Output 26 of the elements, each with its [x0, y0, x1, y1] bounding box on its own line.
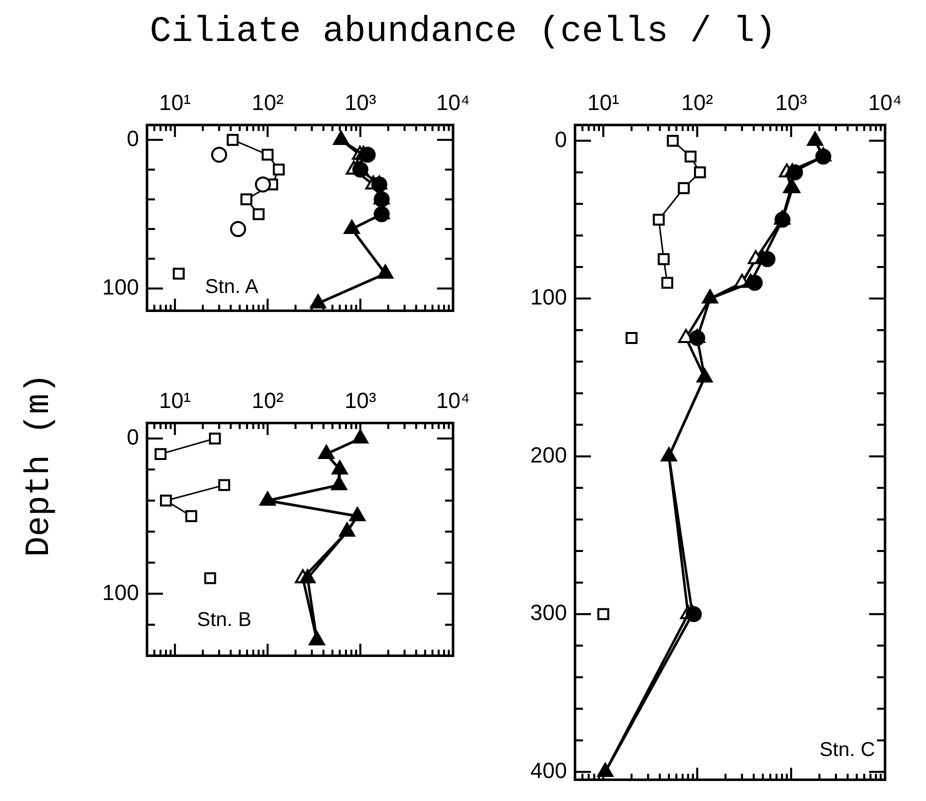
x-tick-label: 10⁴ — [868, 90, 902, 115]
y-tick-label: 400 — [530, 758, 567, 783]
x-tick-label: 10³ — [344, 388, 376, 413]
x-tick-label: 10³ — [344, 90, 376, 115]
x-tick-label: 10¹ — [159, 388, 191, 413]
y-tick-label: 0 — [126, 424, 139, 450]
x-tick-label: 10² — [252, 388, 284, 413]
y-tick-label: 100 — [102, 580, 139, 605]
y-tick-label: 0 — [554, 126, 567, 152]
x-tick-label: 10¹ — [587, 90, 620, 115]
chart-title: Ciliate abundance (cells / l) — [148, 10, 778, 54]
x-tick-label: 10² — [252, 90, 284, 115]
y-tick-label: 100 — [102, 274, 139, 300]
y-tick-label: 0 — [126, 126, 139, 151]
y-axis-title: Depth (m) — [21, 373, 59, 557]
x-tick-label: 10¹ — [159, 90, 191, 115]
annotation: Stn. B — [197, 608, 252, 631]
annotation: Stn. A — [205, 276, 260, 298]
x-tick-label: 10² — [681, 90, 714, 115]
annotation: Stn. C — [819, 738, 876, 761]
y-tick-label: 200 — [530, 442, 567, 468]
x-tick-label: 10³ — [775, 90, 808, 115]
y-tick-label: 100 — [530, 284, 567, 310]
y-tick-label: 300 — [530, 600, 567, 626]
x-tick-label: 10⁴ — [436, 90, 470, 115]
x-tick-label: 10⁴ — [436, 388, 470, 413]
